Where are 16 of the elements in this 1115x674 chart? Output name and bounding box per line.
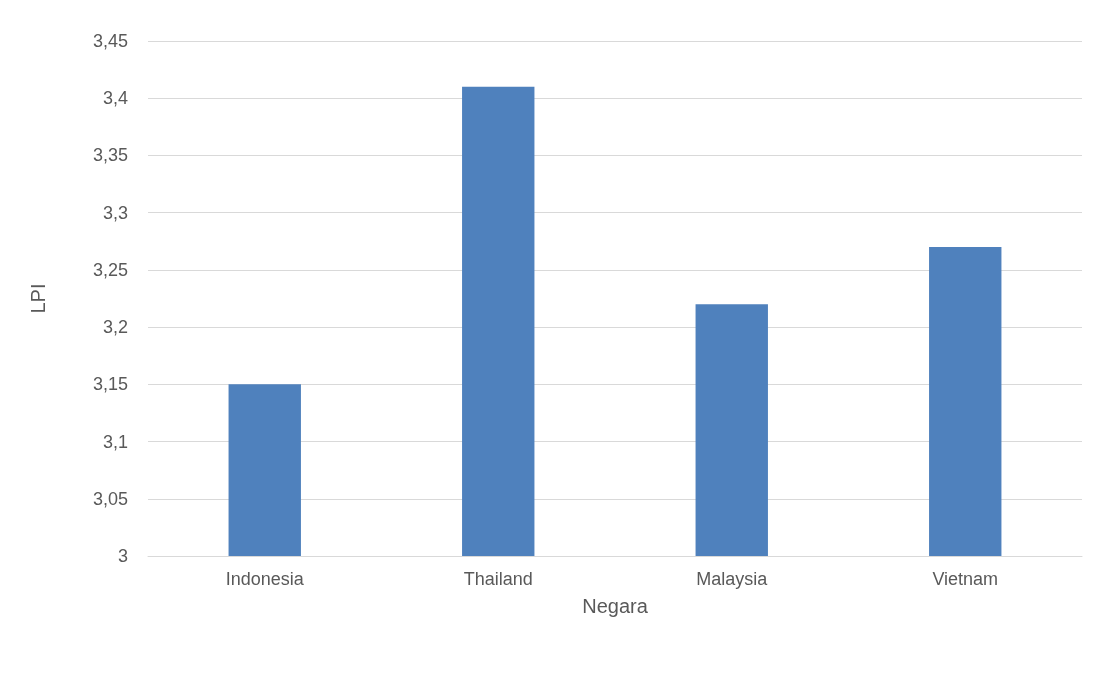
y-tick-label: 3 — [117, 546, 128, 566]
y-tick-label: 3,15 — [92, 374, 128, 395]
y-tick-label: 3,25 — [92, 259, 128, 280]
x-tick-label: Vietnam — [932, 569, 999, 589]
y-tick-label: 3,05 — [92, 488, 128, 509]
y-tick-label: 3,2 — [102, 317, 128, 338]
x-tick-label: Thailand — [463, 569, 533, 589]
y-tick-label: 3,1 — [102, 431, 128, 452]
y-tick-label: 3,4 — [102, 88, 128, 109]
x-axis-title: Negara — [582, 595, 649, 617]
x-tick-label: Malaysia — [696, 569, 769, 589]
y-axis-title: LPI — [27, 283, 49, 314]
y-tick-label: 3,35 — [92, 145, 128, 166]
x-tick-label: Indonesia — [225, 569, 305, 589]
y-tick-label: 3,45 — [92, 31, 128, 51]
y-tick-label: 3,3 — [102, 202, 128, 223]
